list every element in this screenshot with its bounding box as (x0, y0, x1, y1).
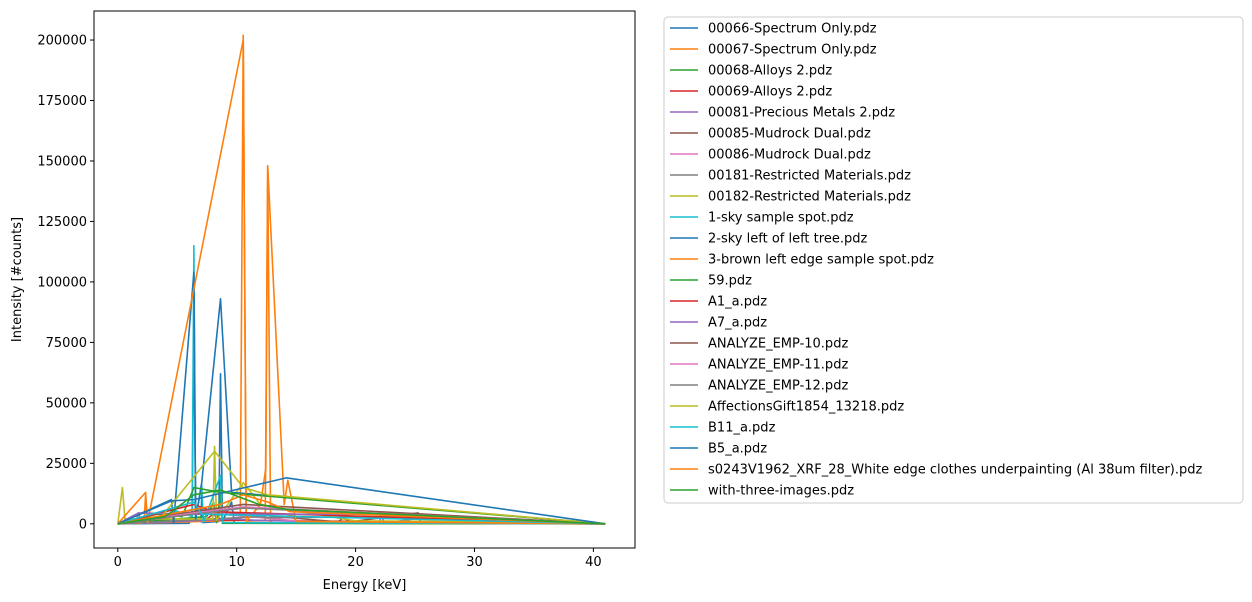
legend-label: ANALYZE_EMP-11.pdz (708, 358, 848, 373)
legend-label: ANALYZE_EMP-12.pdz (708, 379, 848, 394)
x-tick-label: 40 (585, 555, 602, 570)
y-tick-label: 150000 (37, 154, 87, 169)
x-tick-label: 10 (228, 555, 245, 570)
legend-items: 00066-Spectrum Only.pdz 00067-Spectrum On… (670, 22, 1203, 499)
y-axis: 0 25000 50000 75000 100000 125000 150000 175000… (37, 34, 94, 532)
legend-label: 00085-Mudrock Dual.pdz (708, 127, 871, 142)
y-tick-label: 50000 (46, 396, 87, 411)
series-line-9 (116, 445, 606, 525)
legend-label: AffectionsGift1854_13218.pdz (708, 400, 904, 415)
legend-label: A1_a.pdz (708, 295, 767, 310)
x-axis-title: Energy [keV] (323, 578, 407, 593)
y-tick-label: 125000 (37, 215, 87, 230)
y-tick-label: 200000 (37, 34, 87, 49)
y-axis-title: Intensity [#counts] (10, 217, 25, 342)
legend-label: 00067-Spectrum Only.pdz (708, 43, 877, 58)
x-axis: 0 10 20 30 40 (114, 548, 602, 570)
x-tick-label: 20 (347, 555, 364, 570)
legend: 00066-Spectrum Only.pdz 00067-Spectrum On… (663, 16, 1244, 504)
plot-frame (93, 10, 636, 549)
legend-label: ANALYZE_EMP-10.pdz (708, 337, 848, 352)
legend-label: B11_a.pdz (708, 421, 776, 436)
plot-background (94, 11, 635, 548)
series-line-22 (117, 493, 606, 525)
y-tick-label: 25000 (46, 457, 87, 472)
legend-label: 00182-Restricted Materials.pdz (708, 190, 911, 205)
x-tick-label: 0 (114, 555, 122, 570)
series-layer (116, 34, 606, 525)
legend-label: 00086-Mudrock Dual.pdz (708, 148, 871, 163)
series-line-11 (117, 271, 606, 525)
y-tick-label: 175000 (37, 94, 87, 109)
y-tick-label: 0 (79, 517, 87, 532)
y-tick-label: 100000 (37, 275, 87, 290)
legend-label: 00066-Spectrum Only.pdz (708, 22, 877, 37)
legend-label: 59.pdz (708, 274, 752, 289)
legend-label: 00069-Alloys 2.pdz (708, 85, 832, 100)
legend-label: with-three-images.pdz (708, 484, 854, 499)
series-line-21 (117, 477, 606, 525)
plot-area (93, 10, 636, 549)
legend-label: 3-brown left edge sample spot.pdz (708, 253, 934, 268)
legend-label: 00181-Restricted Materials.pdz (708, 169, 911, 184)
legend-label: 00068-Alloys 2.pdz (708, 64, 832, 79)
legend-label: A7_a.pdz (708, 316, 767, 331)
legend-label: 2-sky left of left tree.pdz (708, 232, 867, 247)
series-line-23 (117, 489, 606, 525)
legend-box (663, 16, 1244, 504)
legend-label: s0243V1962_XRF_28_White edge clothes und… (708, 463, 1203, 478)
y-tick-label: 75000 (46, 336, 87, 351)
legend-label: 1-sky sample spot.pdz (708, 211, 854, 226)
legend-label: B5_a.pdz (708, 442, 767, 457)
legend-label: 00081-Precious Metals 2.pdz (708, 106, 895, 121)
x-tick-label: 30 (466, 555, 483, 570)
